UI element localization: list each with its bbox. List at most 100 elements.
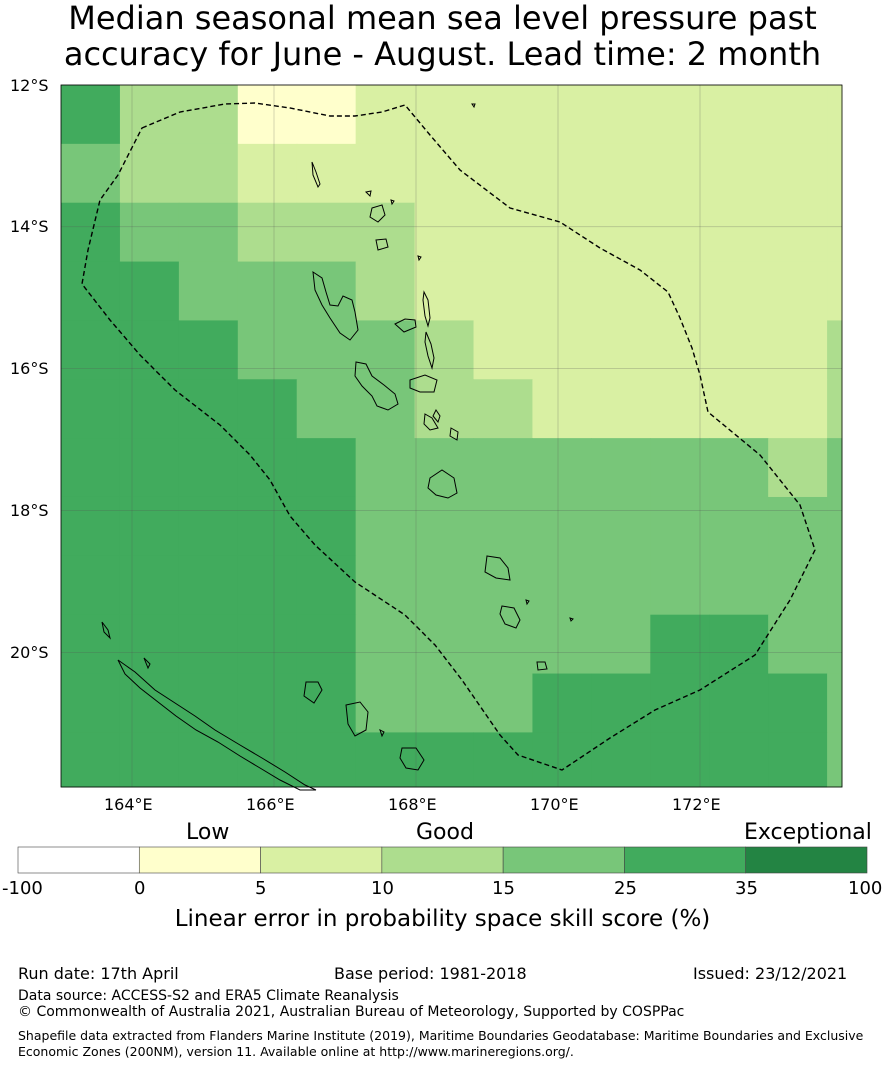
grid-cell <box>296 379 357 439</box>
island-banks-1 <box>369 204 386 223</box>
colorbar-block <box>745 846 868 874</box>
island-belep <box>101 621 111 640</box>
grid-cell <box>532 202 592 263</box>
grid-cell <box>119 673 180 733</box>
island-paama <box>432 409 441 424</box>
grid-cell <box>709 614 769 675</box>
cb-tick-100: 100 <box>848 878 883 899</box>
grid-cell <box>532 614 592 675</box>
grid-cell <box>532 320 592 380</box>
grid-cell <box>709 496 769 557</box>
map-title-line1: Median seasonal mean sea level pressure … <box>68 0 817 37</box>
grid-cell <box>414 379 475 439</box>
grid-cell <box>237 496 298 557</box>
grid-cell <box>709 438 769 498</box>
lon-label-166e: 166°E <box>246 795 295 814</box>
grid-cell <box>296 614 357 675</box>
grid-cell <box>709 555 769 616</box>
grid-cell <box>473 202 533 263</box>
grid-cell <box>473 673 533 733</box>
island-small-8 <box>379 729 385 738</box>
colorbar-block <box>502 846 625 874</box>
grid-cell <box>414 320 475 380</box>
grid-cell <box>591 379 651 439</box>
grid-cell <box>532 555 592 616</box>
issued-date: Issued: 23/12/2021 <box>693 964 848 983</box>
grid-cell <box>119 85 180 145</box>
grid-cell <box>237 320 298 380</box>
island-small-4 <box>471 103 476 109</box>
cb-tick-5: 5 <box>255 878 267 899</box>
grid-cell <box>591 496 651 557</box>
grid-cell <box>296 673 357 733</box>
grid-cell <box>178 438 239 498</box>
copyright: © Commonwealth of Australia 2021, Austra… <box>18 1004 685 1020</box>
grid-cell <box>178 555 239 616</box>
grid-cell <box>827 261 843 321</box>
grid-cell <box>119 379 180 439</box>
island-loyalty-lifou <box>345 701 369 737</box>
island-malakula <box>354 361 399 411</box>
grid-cell <box>591 438 651 498</box>
grid-cell <box>414 496 475 557</box>
grid-cell <box>709 673 769 733</box>
grid-cell <box>768 261 828 321</box>
grid-cell <box>61 438 121 498</box>
coastlines <box>101 103 574 791</box>
island-tanna <box>499 605 521 629</box>
grid-cell <box>768 555 828 616</box>
island-small-7 <box>143 657 151 670</box>
grid-cell <box>178 496 239 557</box>
colorbar-block <box>17 846 140 874</box>
lon-label-168e: 168°E <box>388 795 437 814</box>
shapefile-credit-line2: Economic Zones (200NM), version 11. Avai… <box>18 1044 574 1059</box>
grid-cell <box>237 379 298 439</box>
grid-cell <box>237 673 298 733</box>
grid-cell <box>61 555 121 616</box>
colorbar-block <box>624 846 747 874</box>
grid-cell <box>768 85 828 145</box>
island-small-5 <box>569 617 574 622</box>
island-erromango <box>484 555 511 581</box>
grid-cell <box>178 320 239 380</box>
grid-cell <box>61 732 121 788</box>
grid-cell <box>355 261 416 321</box>
grid-cell <box>237 614 298 675</box>
island-torres <box>311 161 321 189</box>
grid-cell <box>591 732 651 788</box>
grid-cell <box>178 261 239 321</box>
island-small-6 <box>525 599 530 606</box>
grid-cell <box>119 202 180 263</box>
grid-cell <box>61 673 121 733</box>
grid-cell <box>473 614 533 675</box>
grid-cell <box>532 261 592 321</box>
grid-cell <box>591 202 651 263</box>
grid-cell <box>178 379 239 439</box>
grid-cell <box>296 732 357 788</box>
grid-cell <box>355 496 416 557</box>
island-espiritu-santo <box>312 270 359 341</box>
grid-cell <box>414 555 475 616</box>
grid-cell <box>296 85 357 145</box>
island-ambrym <box>409 374 438 393</box>
grid-cell <box>768 379 828 439</box>
grid-cell <box>591 555 651 616</box>
cb-tick-15: 15 <box>492 878 515 899</box>
grid-cell <box>827 85 843 145</box>
map-frame <box>60 84 843 788</box>
grid-cell <box>827 438 843 498</box>
grid-cell <box>473 555 533 616</box>
grid-cell <box>768 673 828 733</box>
lat-label-12s: 12°S <box>10 76 49 95</box>
grid-cell <box>178 143 239 204</box>
grid-cell <box>178 202 239 263</box>
grid-cell <box>532 379 592 439</box>
grid-cell <box>768 202 828 263</box>
island-pentecost <box>424 331 435 370</box>
grid-cell <box>709 85 769 145</box>
grid-cell <box>178 85 239 145</box>
lat-label-14s: 14°S <box>10 217 49 236</box>
grid-cell <box>827 555 843 616</box>
grid-cell <box>709 320 769 380</box>
island-shepherd <box>449 427 459 441</box>
